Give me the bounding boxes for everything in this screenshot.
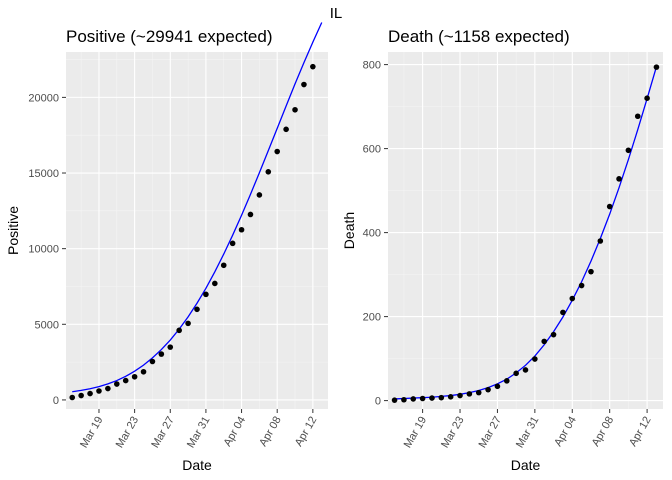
x-tick-label: Mar 19 (402, 415, 430, 451)
y-tick-label: 5000 (35, 319, 59, 331)
x-tick-label: Mar 31 (185, 415, 213, 451)
data-point (578, 282, 585, 289)
data-point (457, 392, 463, 399)
x-tick-label: Mar 23 (439, 415, 467, 451)
data-point (653, 64, 660, 70)
x-tick-label: Mar 27 (477, 415, 505, 451)
data-point (419, 395, 426, 402)
data-point (78, 392, 84, 399)
data-point (485, 386, 491, 393)
data-point (212, 280, 218, 287)
data-point (438, 394, 445, 401)
data-point (391, 397, 398, 403)
panel-title: Positive (~29941 expected) (66, 27, 273, 46)
data-point (569, 295, 576, 302)
data-point (140, 368, 147, 375)
data-point (229, 240, 236, 247)
data-point (283, 126, 289, 133)
plot-background (388, 52, 663, 409)
data-point (625, 147, 632, 154)
data-point (87, 390, 93, 397)
data-point (503, 378, 510, 384)
data-point (113, 381, 120, 387)
fitted-curve (394, 66, 658, 400)
data-point (256, 192, 263, 198)
y-tick-label: 0 (53, 395, 59, 407)
data-point (429, 395, 435, 401)
data-point (588, 268, 594, 275)
figure-title: IL (330, 5, 343, 22)
x-tick-label: Apr 08 (257, 415, 284, 449)
y-axis-title: Positive (5, 206, 21, 255)
y-tick-label: 10000 (28, 244, 59, 256)
x-tick-label: Mar 19 (78, 415, 106, 451)
data-point (247, 211, 254, 218)
y-tick-label: 400 (363, 228, 381, 240)
y-tick-label: 20000 (28, 92, 59, 104)
data-point (105, 385, 111, 392)
data-point (265, 169, 272, 175)
data-point (131, 373, 138, 380)
panel-title: Death (~1158 expected) (388, 27, 570, 46)
data-point (616, 176, 622, 182)
data-point (447, 394, 454, 400)
data-point (176, 327, 182, 334)
y-tick-label: 600 (363, 144, 381, 156)
death-panel: Death (~1158 expected) 0 200 400 600 800 Mar 1… (341, 27, 663, 473)
y-axis-title: Death (341, 212, 357, 249)
data-point (550, 331, 557, 338)
x-axis-title: Date (511, 457, 541, 473)
data-point (401, 396, 407, 403)
data-point (410, 396, 417, 402)
x-tick-label: Apr 08 (590, 415, 617, 449)
plot-background (66, 52, 328, 409)
data-point (522, 367, 529, 373)
data-point (292, 106, 298, 113)
x-tick-label: Apr 12 (293, 415, 320, 449)
data-point (185, 320, 191, 327)
data-point (644, 95, 650, 101)
x-tick-label: Apr 12 (627, 415, 654, 449)
y-tick-label: 15000 (28, 168, 59, 180)
data-point (238, 226, 245, 233)
data-point (634, 113, 641, 120)
x-tick-label: Apr 04 (222, 415, 249, 449)
y-tick-label: 200 (363, 312, 381, 324)
data-point (541, 338, 548, 345)
data-point (122, 377, 129, 384)
x-tick-label: Mar 23 (114, 415, 142, 451)
data-point (194, 306, 200, 313)
data-point (220, 262, 227, 269)
x-tick-label: Mar 31 (514, 415, 542, 451)
data-point (606, 203, 613, 210)
y-tick-label: 800 (363, 60, 381, 72)
data-point (274, 148, 281, 155)
data-point (96, 388, 102, 394)
data-point (69, 394, 76, 401)
data-point (158, 351, 165, 357)
data-point (513, 370, 519, 377)
fitted-curve (72, 22, 323, 393)
data-point (597, 238, 604, 244)
data-point (301, 81, 307, 88)
data-point (203, 291, 209, 298)
data-point (494, 383, 501, 390)
x-axis-title: Date (182, 457, 212, 473)
data-point (310, 63, 316, 70)
x-tick-label: Apr 04 (552, 415, 579, 449)
data-point (475, 389, 482, 396)
data-point (532, 356, 538, 362)
data-point (560, 309, 566, 316)
y-tick-label: 0 (375, 396, 381, 408)
data-point (149, 358, 156, 365)
positive-panel: Positive (~29941 expected) 0 5000 10000 1500… (5, 22, 328, 473)
x-tick-label: Mar 27 (149, 415, 177, 451)
data-point (167, 344, 174, 350)
data-point (466, 391, 473, 397)
